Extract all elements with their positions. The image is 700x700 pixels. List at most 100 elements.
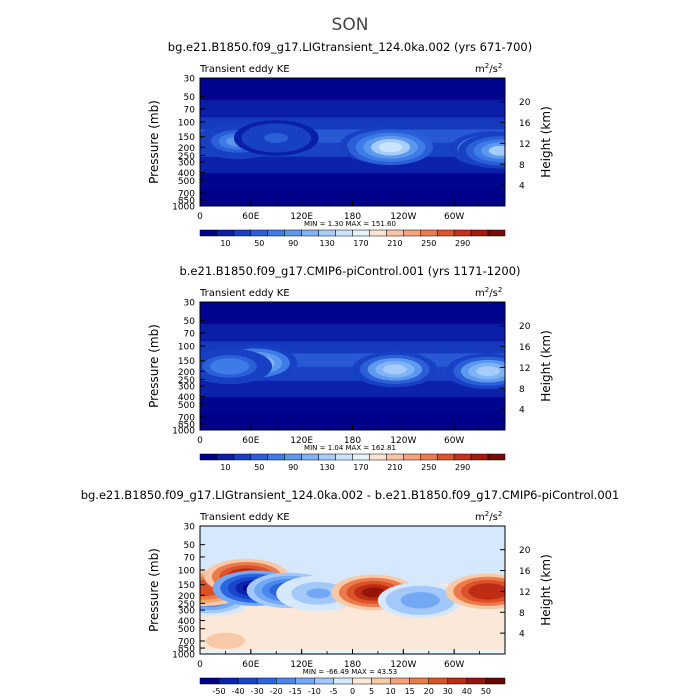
colorbar-swatch (318, 453, 336, 461)
colorbar-swatch (470, 229, 489, 237)
colorbar-swatch (420, 453, 438, 461)
contour-cell (382, 364, 407, 375)
y-tick-label: 100 (178, 118, 195, 128)
colorbar-swatch (436, 229, 455, 237)
y-tick-label: 100 (178, 566, 195, 576)
colorbar-swatch (267, 229, 285, 237)
y-tick-label: 700 (178, 413, 195, 423)
panel-title: b.e21.B1850.f09_g17.CMIP6-piControl.001 … (179, 264, 520, 278)
y-tick-label: 300 (178, 607, 195, 617)
colorbar-swatch (409, 677, 429, 685)
colorbar-swatch (276, 677, 296, 685)
colorbar-swatch (470, 453, 489, 461)
colorbar-swatch (216, 229, 235, 237)
right-tick-label: 16 (519, 343, 531, 353)
y-tick-label: 50 (184, 93, 196, 103)
colorbar-swatch (267, 453, 285, 461)
page-title: SON (332, 15, 369, 35)
colorbar-label: 250 (421, 239, 436, 248)
panel-3: bg.e21.B1850.f09_g17.LIGtransient_124.0k… (81, 488, 620, 696)
colorbar-swatch (369, 453, 387, 461)
y-tick-label: 70 (184, 553, 196, 563)
y-tick-label: 700 (178, 189, 195, 199)
y-tick-label: 150 (178, 581, 195, 591)
y-tick-label: 250 (178, 376, 195, 386)
y-axis-label: Pressure (mb) (147, 548, 161, 632)
colorbar-swatch (218, 677, 239, 685)
colorbar-label: -50 (213, 687, 226, 696)
colorbar-label: -20 (270, 687, 283, 696)
y-axis-label: Pressure (mb) (147, 324, 161, 408)
x-tick-label: 120W (390, 436, 416, 446)
contour-cell (264, 132, 289, 143)
colorbar-label: 5 (369, 687, 374, 696)
y-tick-label: 850 (178, 421, 195, 431)
left-string: Transient eddy KE (199, 64, 290, 75)
contour-cell (217, 361, 242, 372)
x-tick-label: 0 (197, 660, 203, 670)
colorbar-swatch (216, 453, 235, 461)
background-band (200, 412, 505, 430)
y-tick-label: 250 (178, 152, 195, 162)
colorbar-swatch (352, 453, 370, 461)
colorbar-label: 170 (353, 463, 368, 472)
colorbar-swatch (301, 453, 319, 461)
right-tick-label: 20 (519, 322, 531, 332)
y-tick-label: 500 (178, 625, 195, 635)
colorbar-swatch (333, 677, 353, 685)
colorbar-swatch (284, 229, 302, 237)
colorbar-label: 20 (424, 687, 434, 696)
y-tick-label: 70 (184, 329, 196, 339)
colorbar-swatch (487, 229, 506, 237)
right-tick-label: 4 (519, 406, 525, 416)
contour-cell (378, 142, 403, 153)
y-tick-label: 30 (184, 299, 196, 309)
right-tick-label: 4 (519, 182, 525, 192)
y-tick-label: 30 (184, 523, 196, 533)
units-label: m2/s2 (475, 510, 502, 523)
x-tick-label: 60E (242, 660, 259, 670)
colorbar-swatch (466, 677, 487, 685)
x-tick-label: 180 (344, 436, 361, 446)
colorbar-label: 90 (288, 463, 298, 472)
x-tick-label: 0 (197, 212, 203, 222)
colorbar-swatch (233, 229, 252, 237)
colorbar-swatch (233, 453, 252, 461)
y-tick-label: 150 (178, 357, 195, 367)
background-band (200, 188, 505, 206)
right-axis-label: Height (km) (539, 554, 553, 625)
y-tick-label: 850 (178, 197, 195, 207)
panel-2: b.e21.B1850.f09_g17.CMIP6-piControl.001 … (147, 264, 553, 472)
right-axis-label: Height (km) (539, 106, 553, 177)
y-tick-label: 50 (184, 317, 196, 327)
colorbar-swatch (447, 677, 468, 685)
left-string: Transient eddy KE (199, 512, 290, 523)
colorbar-swatch (453, 229, 472, 237)
stats-label: MIN = 1.04 MAX = 162.81 (304, 444, 396, 452)
y-tick-label: 250 (178, 600, 195, 610)
colorbar-swatch (318, 229, 336, 237)
panel-1: bg.e21.B1850.f09_g17.LIGtransient_124.0k… (147, 40, 553, 248)
colorbar-swatch (485, 677, 506, 685)
colorbar-label: 10 (220, 463, 230, 472)
colorbar-swatch (199, 677, 220, 685)
y-tick-label: 300 (178, 383, 195, 393)
panel-title: bg.e21.B1850.f09_g17.LIGtransient_124.0k… (81, 488, 620, 502)
colorbar-swatch (256, 677, 277, 685)
x-tick-label: 120W (390, 212, 416, 222)
colorbar-label: 170 (353, 239, 368, 248)
colorbar-swatch (250, 229, 269, 237)
units-label: m2/s2 (475, 62, 502, 75)
colorbar-swatch (295, 677, 315, 685)
right-tick-label: 4 (519, 630, 525, 640)
panel-title: bg.e21.B1850.f09_g17.LIGtransient_124.0k… (168, 40, 532, 54)
y-tick-label: 100 (178, 342, 195, 352)
y-tick-label: 500 (178, 401, 195, 411)
background-band (200, 302, 505, 327)
y-tick-label: 1000 (172, 203, 195, 213)
plot-area (200, 302, 505, 430)
right-tick-label: 16 (519, 119, 531, 129)
right-axis-label: Height (km) (539, 330, 553, 401)
colorbar-swatch (335, 229, 353, 237)
